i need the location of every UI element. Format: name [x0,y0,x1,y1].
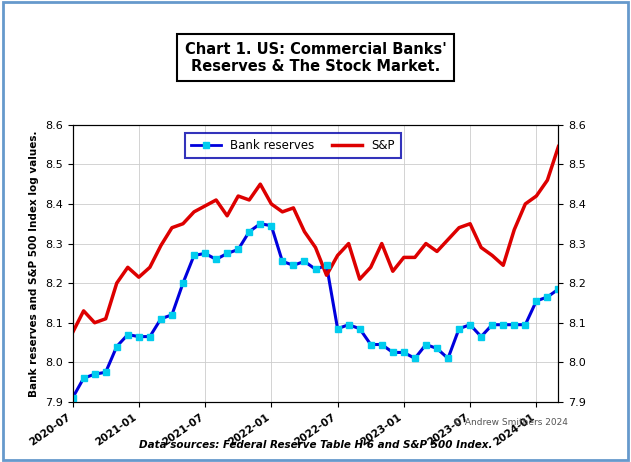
Text: Data sources: Federal Reserve Table H 6 and S&P 500 Index.: Data sources: Federal Reserve Table H 6 … [139,440,492,450]
Legend: Bank reserves, S&P: Bank reserves, S&P [186,134,401,158]
Text: © Andrew Smithers 2024: © Andrew Smithers 2024 [453,419,568,427]
Y-axis label: Bank reserves and S&P 500 Index log values.: Bank reserves and S&P 500 Index log valu… [30,130,39,396]
Text: Chart 1. US: Commercial Banks'
Reserves & The Stock Market.: Chart 1. US: Commercial Banks' Reserves … [185,42,446,74]
